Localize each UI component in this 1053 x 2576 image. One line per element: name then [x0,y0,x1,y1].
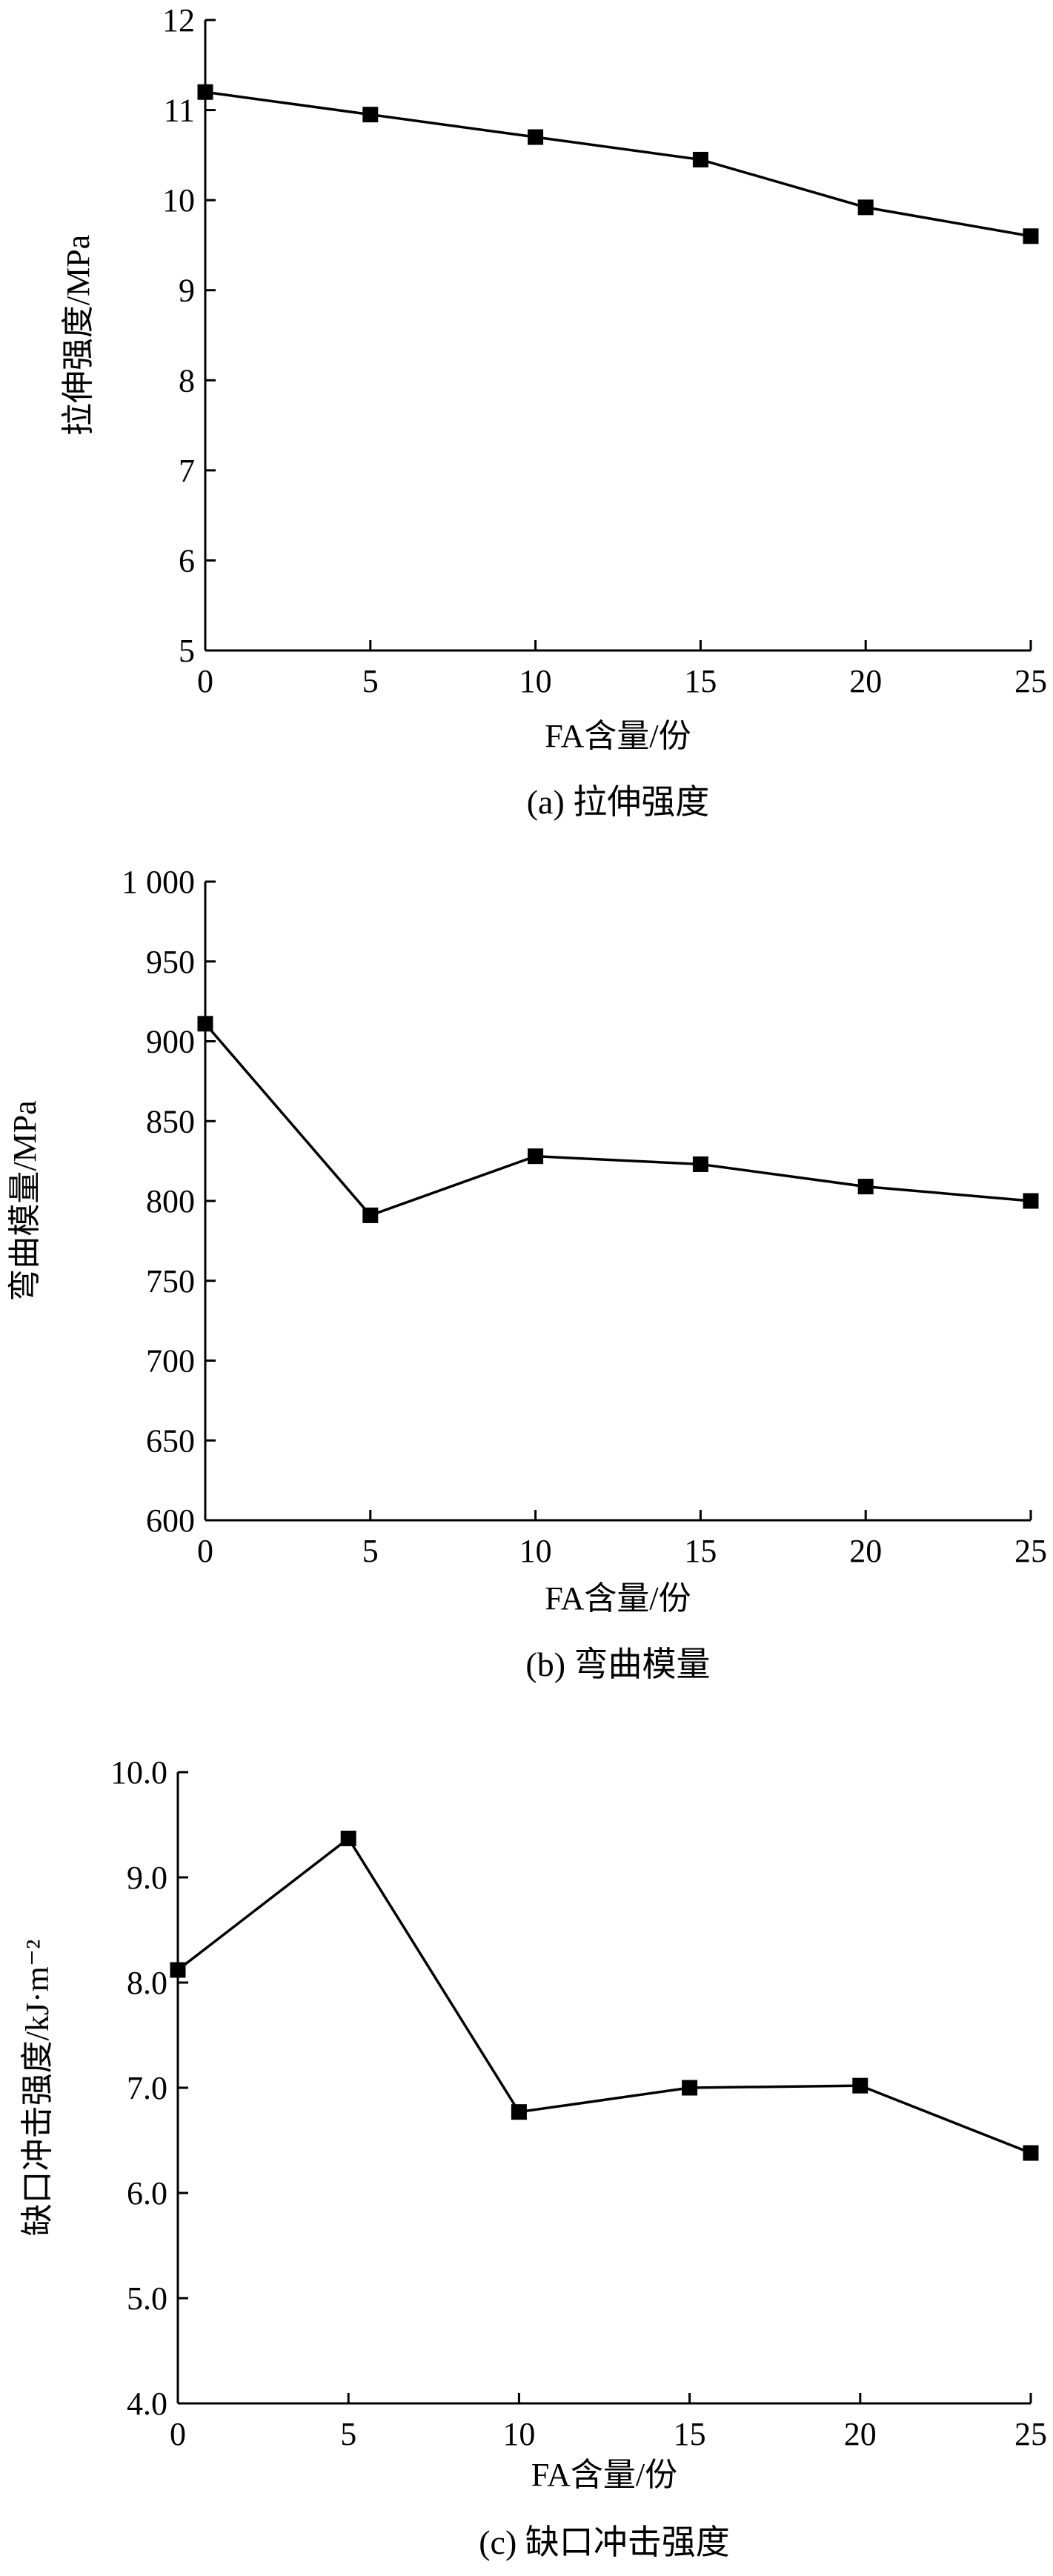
data-point [1023,228,1039,244]
data-point [362,1207,379,1223]
x-axis-title: FA含量/份 [545,718,691,754]
y-tick-label: 11 [164,93,195,129]
y-tick-label: 650 [146,1422,195,1459]
data-point [340,1830,356,1846]
y-tick-label: 9.0 [127,1860,167,1896]
chart-caption: (a) 拉伸强度 [527,783,710,821]
series-line [176,1836,1032,2154]
data-point [1023,1193,1039,1209]
y-tick-label: 750 [146,1263,195,1299]
y-tick-label: 1 000 [122,864,195,900]
x-tick-label: 20 [849,663,882,699]
data-point [528,1148,544,1165]
y-tick-label: 5 [179,633,195,669]
y-tick-label: 800 [146,1183,195,1219]
y-tick-label: 600 [146,1502,195,1539]
x-axis-title: FA含量/份 [531,2457,677,2493]
x-tick-label: 10 [519,1533,552,1569]
y-tick-label: 950 [146,944,195,980]
y-axis-title: 拉伸强度/MPa [60,235,96,436]
x-tick-label: 0 [197,663,213,699]
y-tick-label: 900 [146,1024,195,1060]
x-tick-label: 25 [1014,2416,1047,2452]
x-tick-label: 15 [674,2416,706,2452]
chart-panel-flexural-modulus: 600 650 700 750 800 850 900 950 1 000 0 5 10 15 20 25 F… [7,864,1047,1683]
y-tick-label: 10 [162,182,195,219]
series-line [204,1022,1032,1217]
data-point [170,1962,186,1978]
data-point [197,1016,213,1032]
x-tick-label: 0 [197,1533,213,1569]
x-tick-label: 20 [849,1533,882,1569]
data-point [197,84,213,100]
data-point [682,2080,698,2096]
data-point [852,2077,868,2094]
x-tick-label: 25 [1014,663,1047,699]
y-tick-label: 850 [146,1103,195,1139]
y-tick-label: 12 [162,2,195,39]
data-point [528,129,544,145]
data-point [511,2104,527,2120]
y-tick-label: 7 [179,453,195,489]
x-tick-label: 15 [684,663,717,699]
x-tick-label: 5 [362,1533,379,1569]
y-tick-label: 4.0 [127,2386,167,2422]
data-point [362,107,379,123]
data-point [857,199,874,216]
x-axis-title: FA含量/份 [545,1580,691,1617]
y-axis-title: 弯曲模量/MPa [7,1100,43,1301]
data-point [1023,2145,1039,2161]
y-tick-label: 8.0 [127,1965,167,2001]
data-point [692,1156,708,1172]
series-line [205,90,1032,238]
chart-caption: (c) 缺口冲击强度 [479,2523,730,2561]
y-tick-label: 9 [179,273,195,309]
x-tick-label: 20 [844,2416,877,2452]
y-tick-label: 8 [179,362,195,399]
y-tick-label: 6.0 [127,2175,167,2211]
x-tick-label: 25 [1014,1533,1047,1569]
x-tick-label: 5 [340,2416,356,2452]
x-tick-label: 10 [519,663,552,699]
chart-panel-notched-impact-strength: 4.0 5.0 6.0 7.0 8.0 9.0 10.0 0 5 10 15 20 25 FA含量/份 缺口… [19,1754,1047,2561]
y-tick-label: 700 [146,1343,195,1379]
data-point [857,1179,874,1195]
y-tick-label: 6 [179,542,195,579]
y-tick-label: 10.0 [110,1754,167,1791]
x-tick-label: 5 [362,663,379,699]
y-axis-title: 缺口冲击强度/kJ·m⁻² [19,1940,56,2237]
y-tick-label: 7.0 [127,2070,167,2106]
x-tick-label: 15 [684,1533,717,1569]
data-point [692,151,708,167]
y-tick-label: 5.0 [127,2280,167,2317]
x-tick-label: 0 [170,2416,186,2452]
x-tick-label: 10 [502,2416,535,2452]
chart-caption: (b) 弯曲模量 [525,1645,710,1683]
